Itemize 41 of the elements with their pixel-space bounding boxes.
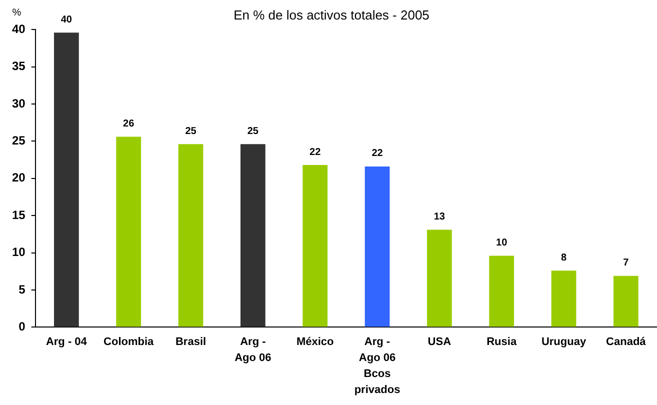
- data-label: 40: [60, 14, 72, 26]
- x-tick-label: Arg - 04: [46, 336, 88, 348]
- bar: [54, 32, 79, 327]
- y-tick-label: 0: [18, 320, 26, 334]
- y-axis-title: %: [12, 7, 22, 18]
- x-tick-label: Arg - Ago 06 Bcos privados: [354, 336, 400, 396]
- x-tick-label: Brasil: [175, 336, 206, 348]
- y-tick-label: 30: [12, 96, 26, 110]
- x-tick-label: Colombia: [104, 336, 155, 348]
- data-label: 8: [560, 252, 567, 264]
- data-label: 22: [372, 148, 384, 160]
- bar: [302, 165, 328, 327]
- bar: [116, 136, 142, 327]
- data-label: 25: [185, 126, 197, 137]
- x-tick-label: México: [296, 336, 334, 348]
- data-label: 13: [434, 211, 446, 222]
- x-tick-label: Rusia: [486, 336, 518, 348]
- bar: [364, 166, 390, 327]
- y-tick-label: 40: [12, 22, 26, 36]
- chart-subtitle: En % de los activos totales - 2005: [234, 7, 430, 22]
- data-label: 7: [623, 258, 630, 269]
- data-label: 22: [310, 146, 322, 158]
- bar: [613, 276, 638, 327]
- x-tick-label: Arg - Ago 06: [234, 336, 272, 364]
- data-label: 10: [496, 238, 508, 249]
- bar: [240, 144, 266, 327]
- y-tick-label: 20: [12, 170, 26, 185]
- y-tick-label: 25: [12, 134, 26, 148]
- y-tick-label: 5: [18, 282, 26, 296]
- bar: [551, 270, 576, 327]
- data-label: 25: [247, 126, 259, 137]
- x-tick-label: Uruguay: [541, 336, 587, 348]
- y-tick-label: 15: [12, 208, 26, 222]
- x-tick-label: Canadá: [606, 336, 647, 348]
- x-tick-label: USA: [428, 336, 452, 348]
- data-label: 26: [123, 118, 135, 130]
- bar: [489, 256, 514, 327]
- y-tick-label: 10: [12, 245, 26, 260]
- bar: [426, 230, 452, 327]
- y-tick-label: 35: [12, 59, 26, 74]
- bar: [178, 144, 204, 327]
